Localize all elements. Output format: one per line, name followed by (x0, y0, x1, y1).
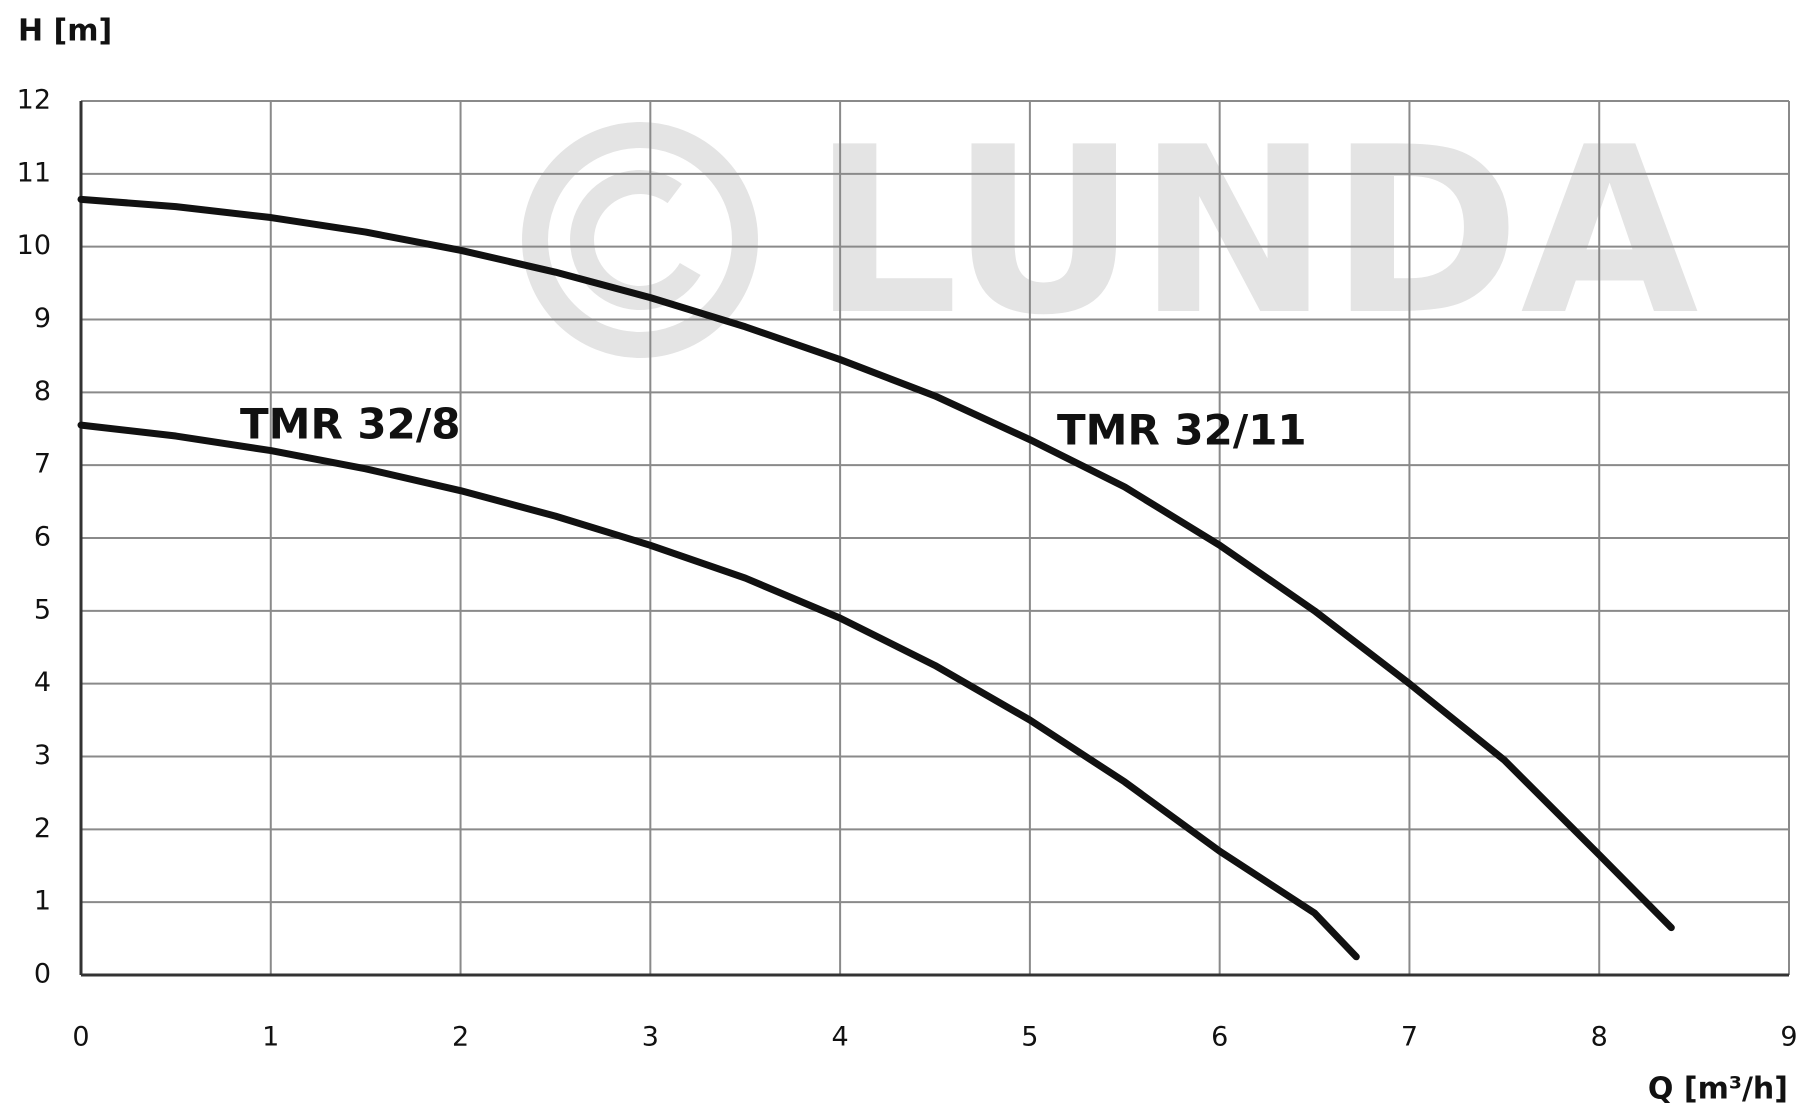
y-tick-label: 9 (34, 303, 51, 334)
curve (77, 421, 1360, 961)
series-label: TMR 32/8 (240, 400, 460, 449)
series-label: TMR 32/11 (1057, 406, 1307, 455)
watermark: LUNDA (522, 99, 1699, 366)
y-tick-label: 12 (17, 85, 51, 116)
watermark-ring (522, 122, 758, 358)
y-tick-label: 10 (17, 230, 51, 261)
x-tick-label: 7 (1401, 1022, 1418, 1053)
x-tick-label: 0 (72, 1022, 89, 1053)
x-tick-label: 1 (262, 1022, 279, 1053)
x-tick-label: 4 (832, 1022, 849, 1053)
y-tick-label: 6 (34, 522, 51, 553)
curve (77, 195, 1675, 932)
x-tick-label: 5 (1021, 1022, 1038, 1053)
y-axis-label: H [m] (18, 14, 112, 49)
x-tick-label: 9 (1780, 1022, 1797, 1053)
x-axis-label: Q [m³/h] (1648, 1072, 1788, 1107)
x-tick-label: 8 (1591, 1022, 1608, 1053)
y-tick-label: 5 (34, 594, 51, 625)
watermark-text: LUNDA (812, 99, 1699, 366)
x-tick-label: 2 (452, 1022, 469, 1053)
y-tick-label: 8 (34, 376, 51, 407)
y-tick-label: 0 (34, 959, 51, 990)
y-tick-label: 1 (34, 886, 51, 917)
y-tick-label: 4 (34, 667, 51, 698)
y-tick-label: 2 (34, 813, 51, 844)
x-tick-label: 3 (642, 1022, 659, 1053)
y-tick-label: 7 (34, 449, 51, 480)
y-tick-label: 11 (17, 157, 51, 188)
x-tick-label: 6 (1211, 1022, 1228, 1053)
y-tick-label: 3 (34, 740, 51, 771)
